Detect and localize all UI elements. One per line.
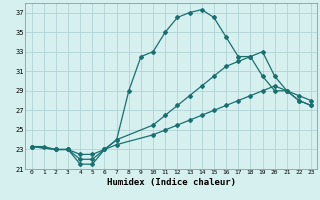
X-axis label: Humidex (Indice chaleur): Humidex (Indice chaleur) bbox=[107, 178, 236, 187]
